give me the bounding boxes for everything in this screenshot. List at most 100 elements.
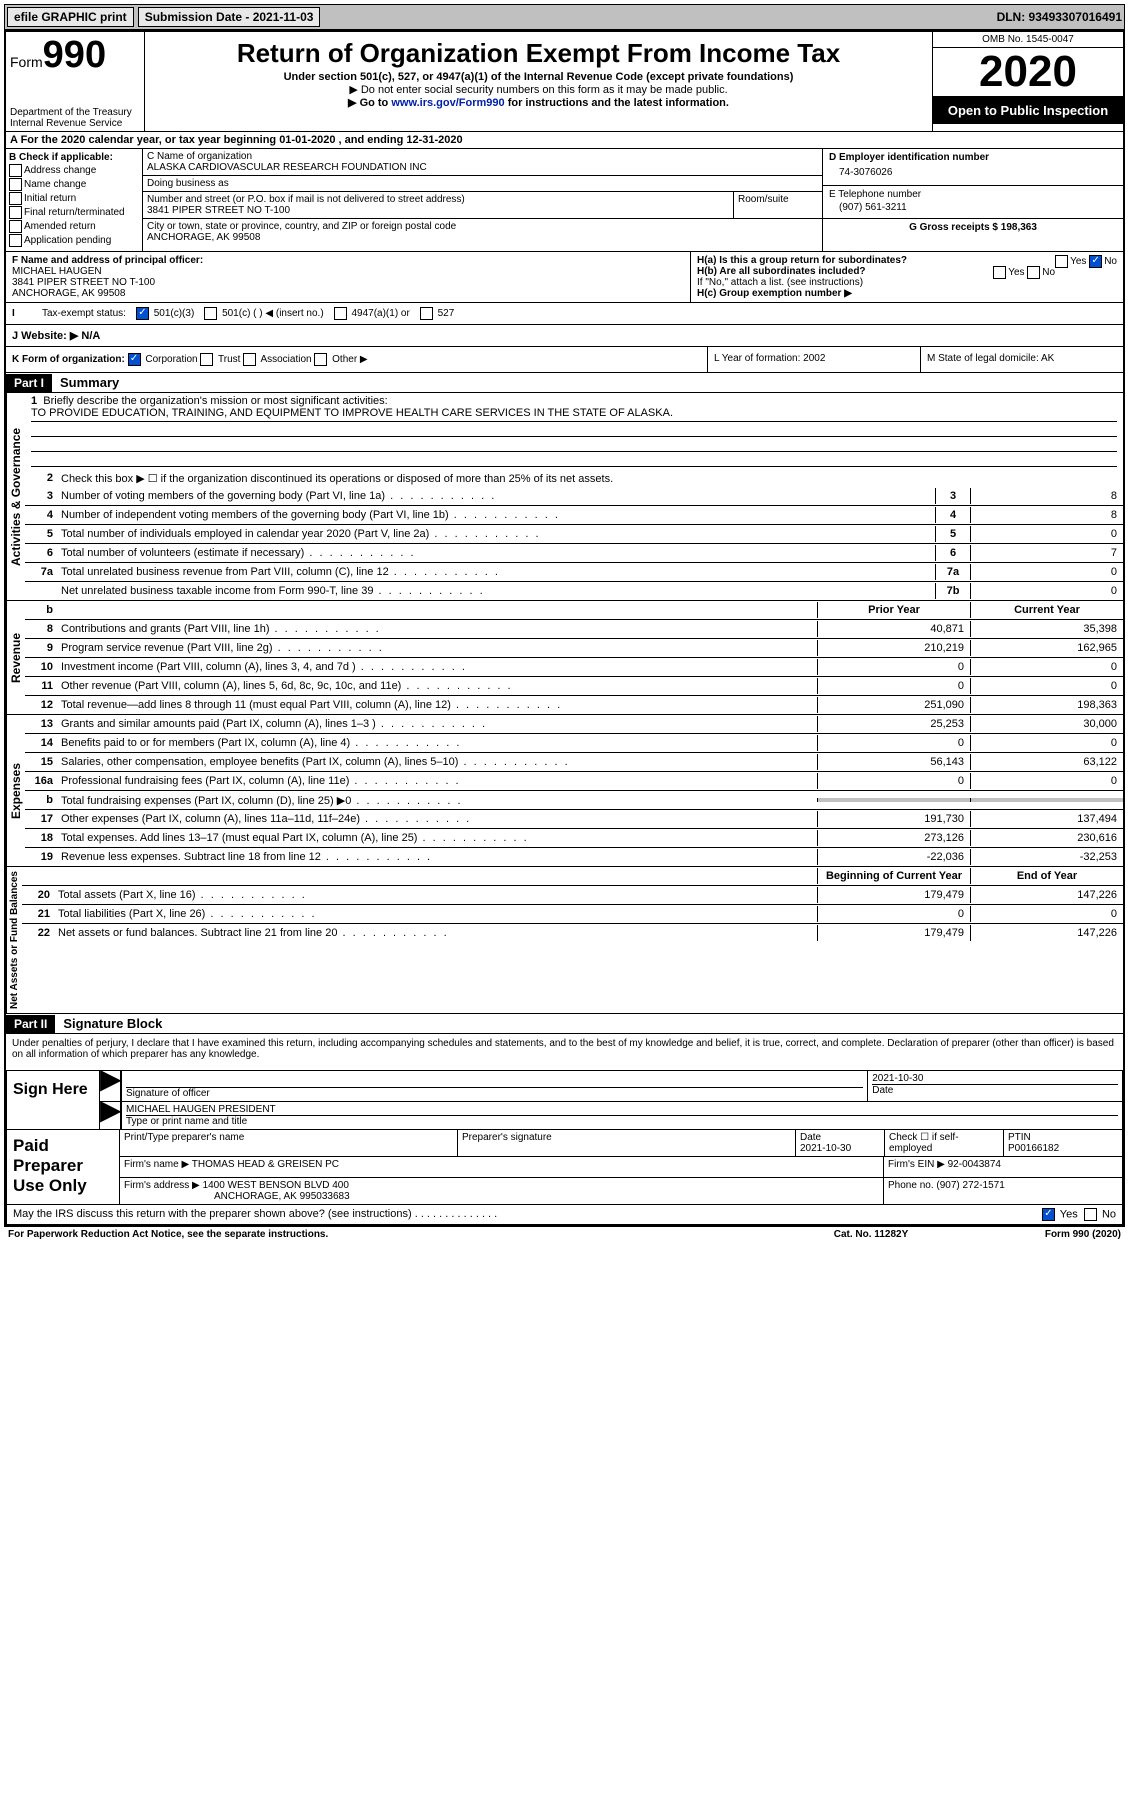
chk-corp[interactable]: Corporation — [128, 354, 198, 365]
side-revenue: Revenue — [6, 601, 25, 714]
d-val: 74-3076026 — [829, 163, 1117, 182]
part1-title: Summary — [52, 373, 127, 392]
chk-address-change[interactable]: Address change — [9, 164, 139, 177]
summary-line: 20Total assets (Part X, line 16)179,4791… — [22, 886, 1123, 905]
block-governance: Activities & Governance 1 Briefly descri… — [6, 393, 1123, 601]
paid-label: Paid Preparer Use Only — [7, 1130, 120, 1204]
mission-block: 1 Briefly describe the organization's mi… — [25, 393, 1123, 469]
c-street-label: Number and street (or P.O. box if mail i… — [147, 194, 729, 205]
header-mid: Return of Organization Exempt From Incom… — [145, 32, 932, 131]
f-label: F Name and address of principal officer: — [12, 255, 684, 266]
summary-line: 18Total expenses. Add lines 13–17 (must … — [25, 829, 1123, 848]
side-governance: Activities & Governance — [6, 393, 25, 600]
i-label: Tax-exempt status: — [42, 308, 126, 319]
firm-name: THOMAS HEAD & GREISEN PC — [192, 1159, 339, 1170]
hdr-end-year: End of Year — [970, 868, 1123, 884]
e-label: E Telephone number — [829, 189, 1117, 200]
hdr-beg-year: Beginning of Current Year — [817, 868, 970, 884]
l-year: L Year of formation: 2002 — [707, 347, 920, 372]
discuss-no[interactable]: No — [1084, 1208, 1116, 1221]
summary-line: 13Grants and similar amounts paid (Part … — [25, 715, 1123, 734]
arrow-icon: ▶ — [100, 1102, 122, 1129]
open-inspection: Open to Public Inspection — [933, 97, 1123, 124]
summary-line: 11Other revenue (Part VIII, column (A), … — [25, 677, 1123, 696]
summary-line: 8Contributions and grants (Part VIII, li… — [25, 620, 1123, 639]
dln: DLN: 93493307016491 — [997, 10, 1122, 24]
ha-line: H(a) Is this a group return for subordin… — [697, 255, 1117, 266]
chk-final-return[interactable]: Final return/terminated — [9, 206, 139, 219]
e-val: (907) 561-3211 — [829, 200, 1117, 215]
q2-label: Check this box ▶ ☐ if the organization d… — [57, 470, 1123, 487]
f-name: MICHAEL HAUGEN — [12, 266, 684, 277]
j-label: J Website: ▶ — [12, 330, 78, 342]
chk-name-change[interactable]: Name change — [9, 178, 139, 191]
phone-val: (907) 272-1571 — [936, 1180, 1004, 1191]
psig-label: Preparer's signature — [458, 1130, 796, 1156]
section-j: J Website: ▶ N/A — [6, 325, 1123, 347]
header-right: OMB No. 1545-0047 2020 Open to Public In… — [932, 32, 1123, 131]
c-name-cell: C Name of organization ALASKA CARDIOVASC… — [143, 149, 822, 176]
section-fh: F Name and address of principal officer:… — [6, 252, 1123, 303]
pdate-val: 2021-10-30 — [800, 1143, 880, 1154]
chk-assoc[interactable]: Association — [243, 354, 311, 365]
instructions-link[interactable]: www.irs.gov/Form990 — [391, 97, 504, 109]
chk-other[interactable]: Other ▶ — [314, 354, 367, 365]
chk-trust[interactable]: Trust — [200, 354, 240, 365]
chk-527[interactable]: 527 — [420, 307, 454, 320]
firm-name-label: Firm's name ▶ — [124, 1159, 189, 1170]
chk-self[interactable]: Check ☐ if self-employed — [885, 1130, 1004, 1156]
summary-line: 6Total number of volunteers (estimate if… — [25, 544, 1123, 563]
hdr-prior-year: Prior Year — [817, 602, 970, 618]
summary-line: 4Number of independent voting members of… — [25, 506, 1123, 525]
d-ein-cell: D Employer identification number 74-3076… — [823, 149, 1123, 186]
chk-initial-return[interactable]: Initial return — [9, 192, 139, 205]
sig-date-label: Date — [872, 1085, 1118, 1096]
firm-addr-label: Firm's address ▶ — [124, 1180, 200, 1191]
top-bar: efile GRAPHIC print Submission Date - 20… — [4, 4, 1125, 30]
discuss-yes[interactable]: Yes — [1042, 1208, 1078, 1221]
firm-ein: 92-0043874 — [948, 1159, 1001, 1170]
subtitle-1: Under section 501(c), 527, or 4947(a)(1)… — [149, 71, 928, 83]
form-word: Form — [10, 54, 43, 70]
summary-line: 10Investment income (Part VIII, column (… — [25, 658, 1123, 677]
hdr-current-year: Current Year — [970, 602, 1123, 618]
form-header: Form990 Department of the Treasury Inter… — [6, 32, 1123, 132]
summary-line: 21Total liabilities (Part X, line 26)00 — [22, 905, 1123, 924]
form-number: 990 — [43, 34, 106, 76]
chk-4947[interactable]: 4947(a)(1) or — [334, 307, 410, 320]
summary-line: Net unrelated business taxable income fr… — [25, 582, 1123, 600]
cat-no: Cat. No. 11282Y — [771, 1229, 971, 1240]
summary-line: 5Total number of individuals employed in… — [25, 525, 1123, 544]
block-revenue: Revenue b Prior Year Current Year 8Contr… — [6, 601, 1123, 715]
ptin-val: P00166182 — [1008, 1143, 1118, 1154]
part1-header-row: Part I Summary — [6, 373, 1123, 393]
chk-501c[interactable]: 501(c) ( ) ◀ (insert no.) — [204, 307, 323, 320]
chk-501c3[interactable]: 501(c)(3) — [136, 307, 194, 320]
side-expenses: Expenses — [6, 715, 25, 866]
section-klm: K Form of organization: Corporation Trus… — [6, 347, 1123, 373]
form-container: Form990 Department of the Treasury Inter… — [4, 30, 1125, 1227]
sub3-post: for instructions and the latest informat… — [505, 97, 729, 109]
summary-line: 15Salaries, other compensation, employee… — [25, 753, 1123, 772]
c-city-val: ANCHORAGE, AK 99508 — [147, 232, 818, 243]
bottom-note: For Paperwork Reduction Act Notice, see … — [4, 1227, 1125, 1242]
mission-text: TO PROVIDE EDUCATION, TRAINING, AND EQUI… — [31, 407, 1117, 422]
phone-label: Phone no. — [888, 1180, 934, 1191]
m-state: M State of legal domicile: AK — [920, 347, 1123, 372]
tax-year: 2020 — [933, 48, 1123, 97]
summary-line: 12Total revenue—add lines 8 through 11 (… — [25, 696, 1123, 714]
chk-amended[interactable]: Amended return — [9, 220, 139, 233]
g-label: G Gross receipts $ 198,363 — [829, 222, 1117, 233]
chk-app-pending[interactable]: Application pending — [9, 234, 139, 247]
sub3-pre: ▶ Go to — [348, 97, 391, 109]
c-room-cell: Room/suite — [734, 192, 822, 218]
j-val: N/A — [81, 330, 100, 342]
dept-treasury: Department of the Treasury Internal Reve… — [10, 107, 140, 129]
header-left: Form990 Department of the Treasury Inter… — [6, 32, 145, 131]
form-footer: Form 990 (2020) — [971, 1229, 1121, 1240]
subtitle-2: ▶ Do not enter social security numbers o… — [149, 83, 928, 96]
c-city-cell: City or town, state or province, country… — [143, 219, 822, 245]
side-netassets: Net Assets or Fund Balances — [6, 867, 22, 1013]
hb-line: H(b) Are all subordinates included? Yes … — [697, 266, 1117, 277]
e-phone-cell: E Telephone number (907) 561-3211 — [823, 186, 1123, 219]
